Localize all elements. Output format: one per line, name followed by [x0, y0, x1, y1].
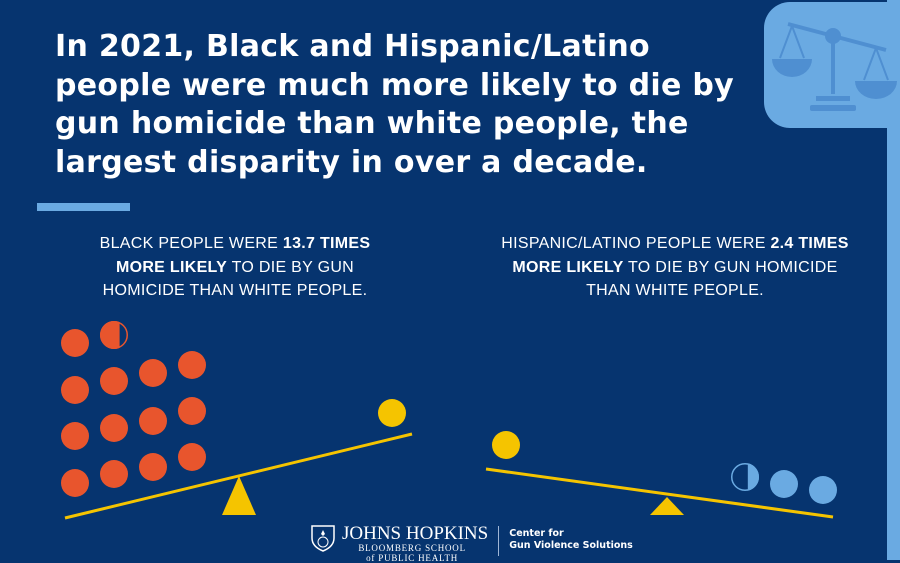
- left-seesaw-beam: [64, 432, 413, 520]
- black-dots-group: [61, 321, 206, 497]
- black-dot: [139, 359, 167, 387]
- center-name: Center for Gun Violence Solutions: [509, 528, 633, 552]
- black-dot: [61, 376, 89, 404]
- black-dot: [178, 397, 206, 425]
- jhu-school-line2: of PUBLIC HEALTH: [366, 553, 459, 563]
- left-fulcrum: [222, 476, 256, 515]
- black-dot: [61, 469, 89, 497]
- jhu-shield-icon: [311, 525, 335, 552]
- icon-panel: [764, 2, 900, 128]
- latino-stat-bold: 2.4 TIMES MORE LIKELY: [512, 235, 849, 276]
- headline-underline: [37, 203, 130, 211]
- black-dot: [139, 407, 167, 435]
- headline: In 2021, Black and Hispanic/Latino peopl…: [55, 29, 735, 180]
- jhu-school: BLOOMBERG SCHOOL: [358, 543, 466, 553]
- latino-stat-text: HISPANIC/LATINO PEOPLE WERE 2.4 TIMES MO…: [500, 232, 850, 303]
- black-dot: [61, 422, 89, 450]
- black-dot: [139, 453, 167, 481]
- scales-of-justice-icon: [772, 22, 897, 111]
- black-stat-text: BLACK PEOPLE WERE 13.7 TIMES MORE LIKELY…: [75, 232, 395, 303]
- latino-dot: [770, 470, 798, 498]
- center-line2: Gun Violence Solutions: [509, 540, 633, 551]
- latino-dots-group: [731, 463, 837, 504]
- black-dot: [178, 351, 206, 379]
- latino-dot: [809, 476, 837, 504]
- white-dot-right: [492, 431, 520, 459]
- latino-dot-partial: [747, 463, 759, 491]
- jhu-name: JOHNS HOPKINS: [342, 523, 489, 544]
- right-accent-strip: [887, 0, 900, 560]
- center-line1: Center for: [509, 528, 564, 539]
- footer-logos: JOHNS HOPKINS BLOOMBERG SCHOOL of PUBLIC…: [310, 524, 633, 563]
- black-dot: [100, 414, 128, 442]
- black-dot: [178, 443, 206, 471]
- black-dot-partial: [99, 321, 120, 350]
- black-dot: [100, 460, 128, 488]
- right-seesaw-beam: [485, 467, 834, 519]
- latino-stat-post: TO DIE BY GUN HOMICIDE THAN WHITE PEOPLE…: [586, 258, 838, 300]
- white-dot-left: [378, 399, 406, 427]
- logo-divider: [498, 526, 500, 556]
- right-fulcrum: [650, 497, 684, 515]
- black-stat-post: TO DIE BY GUN HOMICIDE THAN WHITE PEOPLE…: [102, 258, 368, 300]
- latino-stat-pre: HISPANIC/LATINO PEOPLE WERE: [501, 235, 771, 252]
- black-stat-bold: 13.7 TIMES MORE LIKELY: [115, 235, 371, 276]
- black-dot: [100, 367, 128, 395]
- black-stat-pre: BLACK PEOPLE WERE: [99, 235, 283, 252]
- black-dot: [61, 329, 89, 357]
